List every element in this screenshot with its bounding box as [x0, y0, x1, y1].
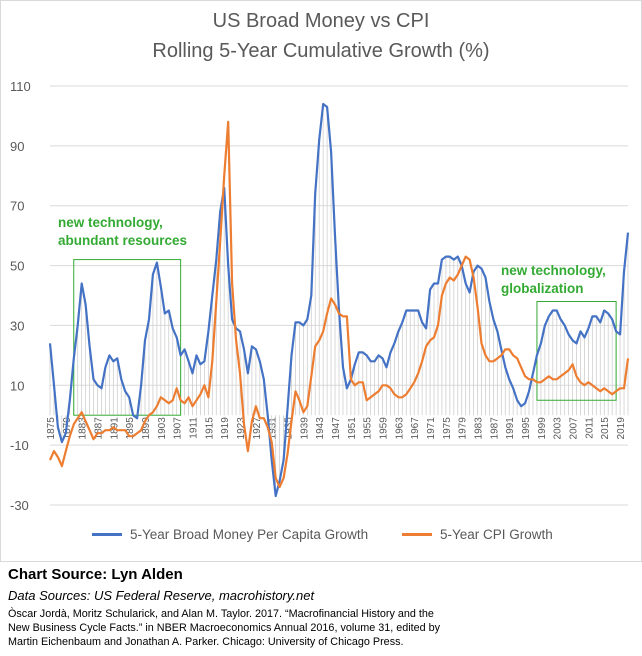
annotation-line: new technology, [58, 215, 163, 230]
citation-line: New Business Cycle Facts.” in NBER Macro… [8, 622, 441, 634]
chart-source: Chart Source: Lyn Alden [8, 566, 183, 583]
chart-title: US Broad Money vs CPI [212, 10, 430, 32]
x-tick-label: 1951 [347, 417, 358, 440]
x-tick-label: 1975 [442, 417, 453, 440]
annotation-box [536, 300, 617, 401]
y-tick-label: -10 [10, 438, 29, 453]
x-tick-label: 1983 [474, 417, 485, 440]
legend-label: 5-Year CPI Growth [440, 526, 553, 542]
x-tick-label: 1923 [236, 417, 247, 440]
x-tick-label: 1931 [268, 417, 279, 440]
x-tick-label: 1943 [315, 417, 326, 440]
annotation-abundant-resources: new technology, abundant resources [58, 214, 187, 250]
annotation-box [73, 259, 182, 416]
y-tick-label: 30 [10, 318, 24, 333]
y-tick-label: 90 [10, 139, 24, 154]
y-tick-label: 110 [10, 79, 31, 94]
x-tick-label: 1935 [284, 417, 295, 440]
x-tick-label: 1907 [173, 417, 184, 440]
x-tick-label: 1911 [189, 417, 200, 439]
x-tick-label: 1887 [94, 417, 105, 440]
cpi-line [48, 120, 630, 489]
x-tick-label: 1991 [505, 417, 516, 440]
annotation-line: globalization [501, 281, 584, 296]
x-tick-label: 1955 [363, 417, 374, 440]
x-tick-label: 1927 [252, 417, 263, 440]
x-tick-label: 1903 [157, 417, 168, 440]
x-tick-label: 1959 [379, 417, 390, 440]
chart-subtitle: Rolling 5-Year Cumulative Growth (%) [152, 40, 490, 62]
x-tick-label: 2015 [600, 417, 611, 440]
annotation-globalization: new technology, globalization [501, 262, 606, 298]
x-tick-label: 1899 [141, 417, 152, 440]
x-tick-label: 1883 [78, 417, 89, 440]
y-tick-label: 10 [10, 378, 24, 393]
legend-label: 5-Year Broad Money Per Capita Growth [130, 526, 369, 542]
x-tick-label: 1999 [537, 417, 548, 440]
legend-swatch-blue [92, 532, 122, 536]
legend-swatch-orange [402, 532, 432, 536]
x-tick-label: 1919 [220, 417, 231, 440]
x-tick-label: 1895 [125, 417, 136, 440]
citation-line: Òscar Jordà, Moritz Schularick, and Alan… [8, 608, 434, 620]
x-tick-label: 1963 [394, 417, 405, 440]
citation-line: Martin Eichenbaum and Jonathan A. Parker… [8, 636, 404, 648]
x-tick-label: 2003 [553, 417, 564, 440]
x-tick-label: 1939 [299, 417, 310, 440]
x-tick-label: 1875 [46, 417, 57, 440]
x-tick-label: 1971 [426, 417, 437, 440]
x-tick-label: 1947 [331, 417, 342, 440]
x-tick-label: 2007 [569, 417, 580, 440]
x-tick-label: 1915 [204, 417, 215, 440]
x-tick-label: 2011 [584, 417, 595, 439]
x-tick-label: 1967 [410, 417, 421, 440]
legend-item-cpi: 5-Year CPI Growth [402, 524, 553, 544]
y-tick-label: 70 [10, 199, 24, 214]
x-tick-label: 1995 [521, 417, 532, 440]
y-tick-label: -30 [10, 498, 29, 513]
x-tick-label: 1979 [458, 417, 469, 440]
y-tick-label: 50 [10, 259, 24, 274]
data-sources: Data Sources: US Federal Reserve, macroh… [8, 588, 315, 603]
annotation-line: new technology, [501, 263, 606, 278]
annotation-line: abundant resources [58, 233, 188, 248]
legend-item-broad-money: 5-Year Broad Money Per Capita Growth [92, 524, 368, 544]
x-tick-label: 1987 [489, 417, 500, 440]
x-tick-label: 2019 [616, 417, 627, 440]
